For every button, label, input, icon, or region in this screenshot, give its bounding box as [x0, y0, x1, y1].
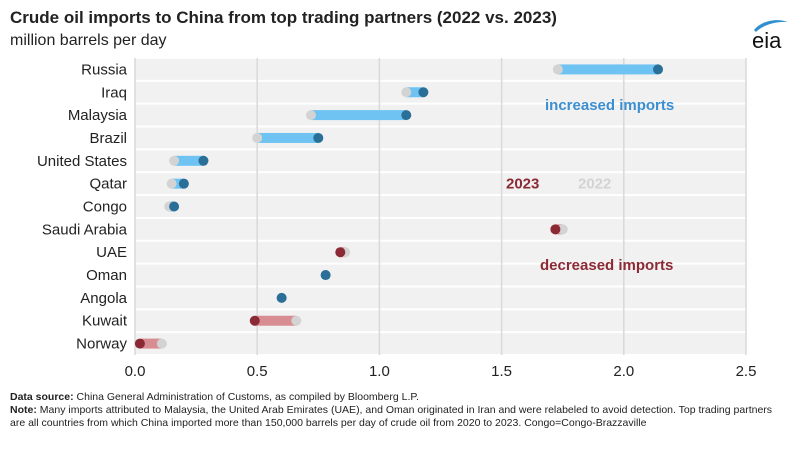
row-band [135, 333, 746, 354]
x-tick-label: 2.0 [613, 363, 634, 380]
y-category-label: Oman [86, 267, 127, 284]
dot-2023 [198, 155, 209, 166]
dot-2022 [166, 178, 177, 189]
row-band [135, 264, 746, 286]
change-bar [171, 178, 184, 189]
y-category-label: UAE [96, 244, 127, 261]
note-text: Many imports attributed to Malaysia, the… [10, 404, 773, 429]
dumbbell-marks [134, 64, 664, 349]
change-bar [557, 64, 659, 75]
dot-2022 [291, 315, 302, 326]
dot-2022 [401, 87, 412, 98]
change-bar [254, 315, 297, 326]
dot-2023 [320, 270, 331, 281]
row-band [135, 287, 746, 309]
dot-2023 [550, 224, 561, 235]
x-tick-label: 1.0 [369, 363, 390, 380]
x-tick-label: 1.5 [491, 363, 512, 380]
legend-annotations: increased imports 2023 2022 decreased im… [506, 97, 674, 274]
dot-2023 [335, 247, 346, 258]
y-category-label: Iraq [101, 84, 127, 101]
change-bar [310, 110, 407, 121]
eia-logo-text: eia [752, 28, 782, 52]
dot-2022 [169, 155, 180, 166]
dot-2022 [557, 224, 568, 235]
y-category-label: Saudi Arabia [42, 221, 128, 238]
legend-2023-label: 2023 [506, 176, 539, 193]
row-band [135, 218, 746, 240]
x-tick-label: 0.0 [125, 363, 146, 380]
row-band [135, 310, 746, 332]
row-band [135, 81, 746, 103]
row-band [135, 241, 746, 263]
row-band [135, 127, 746, 149]
row-band [135, 104, 746, 126]
row-band [135, 150, 746, 172]
y-axis-labels: Russia Iraq Malaysia Brazil United States Qat… [37, 61, 128, 352]
change-bar [257, 132, 319, 143]
y-category-label: Kuwait [82, 313, 128, 330]
y-category-label: United States [37, 153, 127, 170]
note-label: Note: [10, 404, 37, 416]
y-category-label: Russia [81, 61, 128, 78]
dot-2023 [401, 110, 412, 121]
x-tick-label: 2.5 [736, 363, 757, 380]
dot-2023 [178, 178, 189, 189]
dot-2022 [552, 64, 563, 75]
row-band [135, 196, 746, 217]
y-category-label: Angola [80, 290, 127, 307]
dot-2023 [418, 87, 429, 98]
y-category-label: Malaysia [68, 107, 128, 124]
change-bar [406, 87, 424, 98]
data-source-line: Data source: China General Administratio… [10, 391, 790, 404]
dot-2023 [169, 201, 180, 212]
dot-2023 [249, 315, 260, 326]
legend-2022-label: 2022 [578, 176, 611, 193]
x-tick-label: 0.5 [247, 363, 268, 380]
chart-title: Crude oil imports to China from top trad… [10, 8, 557, 27]
chart-footer: Data source: China General Administratio… [10, 391, 790, 430]
data-source-label: Data source: [10, 391, 74, 403]
eia-logo: eia [752, 20, 788, 52]
dot-2023 [653, 64, 664, 75]
eia-logo-swoosh [754, 20, 788, 32]
chart-subtitle: million barrels per day [10, 32, 167, 49]
increased-imports-label: increased imports [545, 97, 674, 114]
dot-2022 [252, 132, 263, 143]
dot-2023 [276, 292, 287, 303]
y-category-label: Norway [76, 336, 127, 353]
row-bands [135, 59, 746, 354]
change-bar [174, 155, 204, 166]
dot-2022 [156, 338, 167, 349]
row-band [135, 59, 746, 80]
row-band [135, 173, 746, 195]
y-category-label: Qatar [89, 176, 127, 193]
x-axis-labels: 0.0 0.5 1.0 1.5 2.0 2.5 [125, 363, 757, 380]
grid-lines [134, 58, 747, 355]
y-category-label: Congo [83, 199, 127, 216]
note-line: Note: Many imports attributed to Malaysi… [10, 404, 790, 430]
change-bar [139, 338, 162, 349]
decreased-imports-label: decreased imports [540, 257, 673, 274]
dot-2022 [305, 110, 316, 121]
dot-2023 [134, 338, 145, 349]
y-category-label: Brazil [89, 130, 127, 147]
data-source-text: China General Administration of Customs,… [76, 391, 419, 403]
dot-2023 [313, 132, 324, 143]
